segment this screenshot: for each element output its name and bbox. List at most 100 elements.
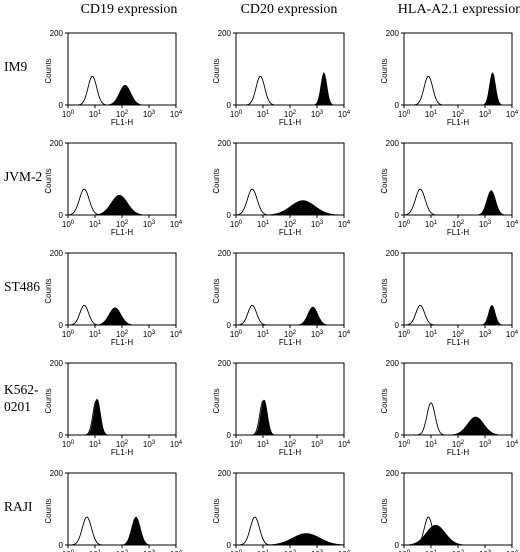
stained-histogram bbox=[404, 190, 512, 216]
stained-histogram bbox=[68, 307, 176, 326]
x-tick-label: 102 bbox=[284, 550, 297, 552]
x-tick-label: 101 bbox=[257, 330, 270, 339]
y-tick-label: 0 bbox=[395, 541, 400, 550]
x-tick-label: 103 bbox=[311, 220, 324, 229]
plot-frame bbox=[235, 362, 345, 436]
x-tick-label: 104 bbox=[338, 440, 351, 449]
x-tick-label: 103 bbox=[479, 330, 492, 339]
plot-frame bbox=[67, 362, 177, 436]
x-tick-label: 104 bbox=[338, 330, 351, 339]
x-axis-label: FL1-H bbox=[279, 448, 301, 457]
x-tick-label: 103 bbox=[311, 330, 324, 339]
y-axis-label: Counts bbox=[212, 388, 221, 413]
x-tick-label: 104 bbox=[506, 440, 519, 449]
x-tick-label: 102 bbox=[284, 440, 297, 449]
y-tick-label: 0 bbox=[59, 101, 64, 110]
y-tick-label: 200 bbox=[50, 359, 64, 368]
x-axis-label: FL1-H bbox=[111, 338, 133, 347]
x-axis-label: FL1-H bbox=[447, 118, 469, 127]
stained-histogram bbox=[236, 533, 345, 546]
x-tick-label: 102 bbox=[116, 110, 129, 119]
x-tick-label: 101 bbox=[425, 220, 438, 229]
x-tick-label: 103 bbox=[311, 440, 324, 449]
y-tick-label: 0 bbox=[227, 541, 232, 550]
y-axis-label: Counts bbox=[44, 388, 53, 413]
stained-histogram bbox=[236, 200, 345, 216]
x-tick-label: 100 bbox=[398, 110, 411, 119]
x-tick-label: 102 bbox=[452, 330, 465, 339]
x-axis-label: FL1-H bbox=[279, 338, 301, 347]
x-tick-label: 100 bbox=[230, 220, 243, 229]
y-tick-label: 0 bbox=[227, 321, 232, 330]
x-tick-label: 104 bbox=[338, 220, 351, 229]
x-tick-label: 102 bbox=[284, 110, 297, 119]
stained-histogram bbox=[68, 398, 176, 436]
y-axis-label: Counts bbox=[44, 168, 53, 193]
x-tick-label: 100 bbox=[398, 440, 411, 449]
y-tick-label: 0 bbox=[59, 211, 64, 220]
x-tick-label: 103 bbox=[143, 220, 156, 229]
x-tick-label: 101 bbox=[89, 220, 102, 229]
control-histogram bbox=[404, 516, 512, 546]
plot-frame bbox=[67, 252, 177, 326]
x-tick-label: 104 bbox=[506, 330, 519, 339]
x-tick-label: 103 bbox=[143, 330, 156, 339]
control-histogram bbox=[404, 402, 512, 436]
x-tick-label: 102 bbox=[452, 220, 465, 229]
x-axis-label: FL1-H bbox=[447, 338, 469, 347]
row-label-group: IM9 bbox=[4, 59, 27, 74]
plot-frame bbox=[235, 472, 345, 546]
x-axis-label: FL1-H bbox=[111, 118, 133, 127]
x-tick-label: 101 bbox=[257, 220, 270, 229]
x-tick-label: 102 bbox=[116, 220, 129, 229]
row-label-group: RAJI bbox=[4, 499, 33, 514]
x-tick-label: 100 bbox=[62, 440, 75, 449]
x-tick-label: 104 bbox=[170, 220, 183, 229]
x-tick-label: 104 bbox=[170, 330, 183, 339]
x-tick-label: 100 bbox=[230, 440, 243, 449]
x-tick-label: 104 bbox=[170, 110, 183, 119]
x-tick-label: 103 bbox=[143, 440, 156, 449]
x-tick-label: 100 bbox=[398, 220, 411, 229]
x-tick-label: 101 bbox=[89, 330, 102, 339]
x-tick-label: 101 bbox=[257, 440, 270, 449]
x-tick-label: 101 bbox=[257, 550, 270, 552]
y-axis-label: Counts bbox=[212, 278, 221, 303]
y-tick-label: 200 bbox=[218, 249, 232, 258]
y-tick-label: 0 bbox=[395, 211, 400, 220]
x-tick-label: 101 bbox=[89, 550, 102, 552]
x-tick-label: 104 bbox=[170, 550, 183, 552]
x-tick-label: 103 bbox=[479, 550, 492, 552]
x-tick-label: 104 bbox=[506, 550, 519, 552]
y-tick-label: 0 bbox=[395, 101, 400, 110]
plot-frame bbox=[235, 142, 345, 216]
y-tick-label: 0 bbox=[59, 541, 64, 550]
y-tick-label: 200 bbox=[386, 249, 400, 258]
y-tick-label: 0 bbox=[395, 321, 400, 330]
x-tick-label: 102 bbox=[452, 550, 465, 552]
y-tick-label: 200 bbox=[50, 249, 64, 258]
control-histogram bbox=[68, 400, 176, 436]
x-tick-label: 101 bbox=[425, 550, 438, 552]
x-tick-label: 104 bbox=[506, 220, 519, 229]
x-tick-label: 101 bbox=[425, 330, 438, 339]
stained-histogram bbox=[404, 304, 512, 326]
y-tick-label: 0 bbox=[227, 211, 232, 220]
row-label: IM9 bbox=[4, 59, 27, 74]
x-tick-label: 100 bbox=[398, 330, 411, 339]
x-tick-label: 100 bbox=[230, 110, 243, 119]
y-tick-label: 0 bbox=[59, 431, 64, 440]
y-tick-label: 200 bbox=[386, 469, 400, 478]
row-label: K562- bbox=[4, 382, 39, 397]
y-tick-label: 200 bbox=[386, 359, 400, 368]
x-tick-label: 104 bbox=[506, 110, 519, 119]
column-title: CD19 expression bbox=[81, 2, 178, 17]
